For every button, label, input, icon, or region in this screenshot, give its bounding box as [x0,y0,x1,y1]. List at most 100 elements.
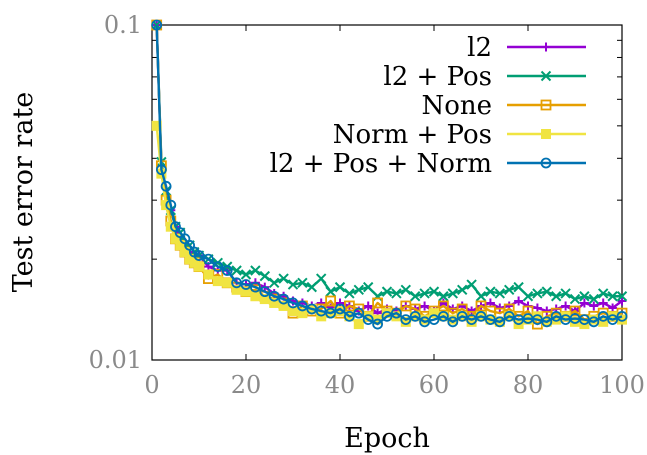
data-point [560,288,571,299]
data-point [456,284,468,296]
plot-area [151,19,628,330]
data-point [466,279,477,290]
data-point [297,277,308,289]
data-point [221,265,233,276]
data-point [561,301,571,311]
data-point [419,288,430,299]
data-point [325,295,337,307]
data-point [400,284,412,296]
plot-frame [151,24,623,361]
data-point [494,288,506,299]
legend-entry: l2 [467,33,586,63]
data-point [616,310,628,322]
data-point [532,288,543,299]
legend-entry: Norm + Pos [333,120,586,150]
data-point [409,291,421,302]
data-point [353,284,365,296]
data-point [569,305,581,317]
data-point [268,277,280,289]
series-4 [151,120,627,330]
data-point [315,273,327,284]
data-point [437,310,449,322]
data-point [334,281,346,293]
data-point [607,314,618,326]
data-point [202,253,214,265]
data-point [344,288,355,299]
data-point [240,269,252,280]
data-point [353,307,365,319]
data-point [268,290,280,302]
legend-label: Norm + Pos [333,120,492,150]
data-point [353,319,364,330]
data-point [475,310,487,322]
x-axis-title: Epoch [344,423,430,454]
data-point [151,120,162,131]
data-point [569,293,581,305]
data-point [428,314,440,326]
data-point [514,296,524,306]
data-point [541,316,553,328]
data-point [616,291,628,302]
x-tick-label: 60 [419,371,450,399]
data-point [437,300,449,312]
data-point [409,310,421,322]
data-point [456,310,468,322]
data-point [363,301,373,311]
legend-entry: None [421,91,586,121]
data-point [222,277,233,288]
data-point [250,265,261,276]
legend-label: None [421,91,492,121]
data-point [579,291,590,302]
data-point [588,316,600,328]
data-point [597,288,609,299]
series-2 [151,19,628,305]
legend-entry: l2 + Pos + Norm [270,149,586,179]
x-tick-label: 80 [513,371,544,399]
data-point [390,307,402,319]
legend-entry: l2 + Pos [383,62,586,92]
data-point [589,301,599,311]
x-tick-label: 100 [599,371,645,399]
data-point [335,298,345,308]
data-point [194,261,204,272]
data-point [278,293,290,305]
data-point [203,269,214,280]
data-point [306,281,318,293]
data-point [579,298,589,308]
series-line [155,24,623,326]
data-point [503,310,515,322]
data-point [334,303,346,315]
data-point [550,291,562,302]
data-point [249,281,261,293]
data-point [391,288,402,299]
data-point [598,298,608,308]
data-point [503,284,515,296]
data-point [607,291,618,302]
data-point [287,297,299,309]
y-tick-label: 0.1 [104,11,142,39]
data-point [597,310,609,322]
data-point [372,318,384,330]
data-point [343,310,355,322]
data-point [278,300,289,311]
legend-marker [540,70,552,82]
data-point [325,286,336,297]
data-point [193,250,205,261]
data-point [212,261,224,273]
data-point [485,286,496,297]
data-point [550,310,562,322]
data-point [447,316,459,328]
data-point [400,314,412,326]
data-point [588,293,600,305]
data-point [381,310,393,322]
legend-marker [541,129,551,139]
legend-label: l2 + Pos + Norm [270,149,492,179]
data-point [362,314,374,326]
data-point [287,279,299,290]
x-tick-label: 40 [325,371,356,399]
data-point [475,291,487,302]
legend-marker [540,99,552,111]
data-point [212,276,223,287]
